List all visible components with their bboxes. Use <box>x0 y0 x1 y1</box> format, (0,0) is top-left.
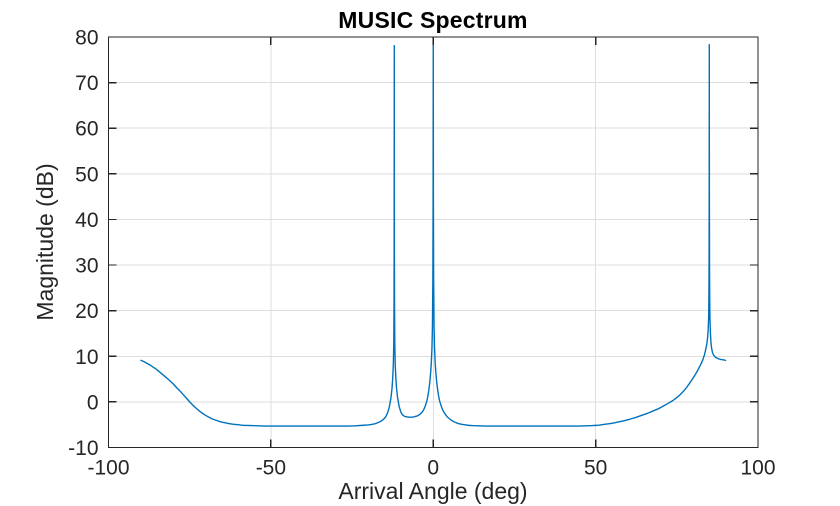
x-axis-label: Arrival Angle (deg) <box>338 478 528 504</box>
y-axis-label: Magnitude (dB) <box>32 163 58 321</box>
x-tick-label: -100 <box>87 457 129 480</box>
x-tick-label: 100 <box>740 457 775 480</box>
y-tick-label: -10 <box>68 437 98 460</box>
y-tick-label: 0 <box>87 391 99 414</box>
y-tick-label: 50 <box>75 163 98 186</box>
x-tick-label: 0 <box>427 457 439 480</box>
x-tick-label: -50 <box>256 457 286 480</box>
y-tick-label: 70 <box>75 72 98 95</box>
chart-title: MUSIC Spectrum <box>338 7 528 33</box>
y-tick-label: 30 <box>75 255 98 278</box>
y-tick-label: 40 <box>75 209 98 232</box>
y-tick-label: 20 <box>75 300 98 323</box>
y-tick-label: 60 <box>75 118 98 141</box>
y-tick-label: 80 <box>75 27 98 50</box>
x-tick-label: 50 <box>584 457 607 480</box>
music-spectrum-curve <box>140 42 727 427</box>
y-tick-label: 10 <box>75 346 98 369</box>
